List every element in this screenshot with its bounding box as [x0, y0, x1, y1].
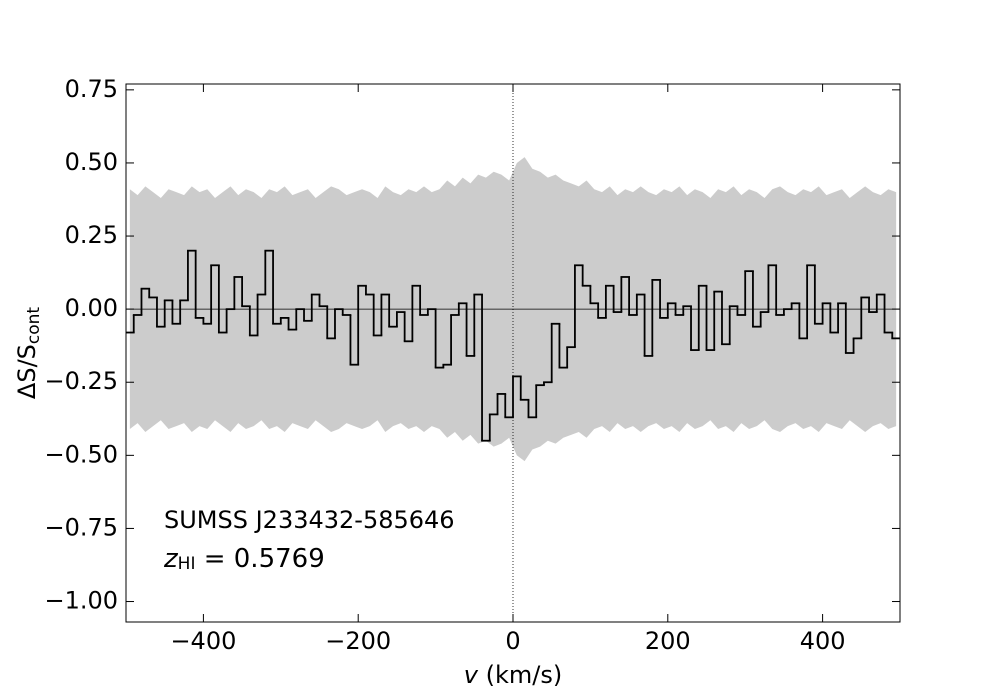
- x-tick-label: 200: [645, 627, 691, 655]
- x-tick-label: 400: [800, 627, 846, 655]
- y-axis-label: ΔS/Scont: [13, 307, 44, 400]
- x-tick-label: 0: [505, 627, 520, 655]
- y-tick-label: 0.50: [65, 148, 118, 176]
- x-tick-label: −400: [170, 627, 236, 655]
- text-part: z: [163, 544, 179, 574]
- annotation: zHI = 0.5769: [163, 544, 325, 575]
- text-part: HI: [178, 554, 196, 574]
- y-tick-label: 0.75: [65, 75, 118, 103]
- y-tick-label: −1.00: [44, 587, 118, 615]
- text-part: cont: [24, 307, 44, 345]
- y-tick-label: 0.00: [65, 294, 118, 322]
- x-axis-label: v (km/s): [464, 661, 562, 689]
- text-part: (km/s): [478, 661, 562, 689]
- y-tick-label: 0.25: [65, 221, 118, 249]
- annotation: SUMSS J233432-585646: [164, 506, 455, 534]
- y-tick-label: −0.25: [44, 367, 118, 395]
- y-tick-label: −0.75: [44, 513, 118, 541]
- y-tick-label: −0.50: [44, 440, 118, 468]
- text-part: v: [464, 661, 479, 689]
- x-tick-label: −200: [325, 627, 391, 655]
- text-part: ΔS/S: [13, 344, 41, 399]
- text-part: = 0.5769: [195, 544, 324, 574]
